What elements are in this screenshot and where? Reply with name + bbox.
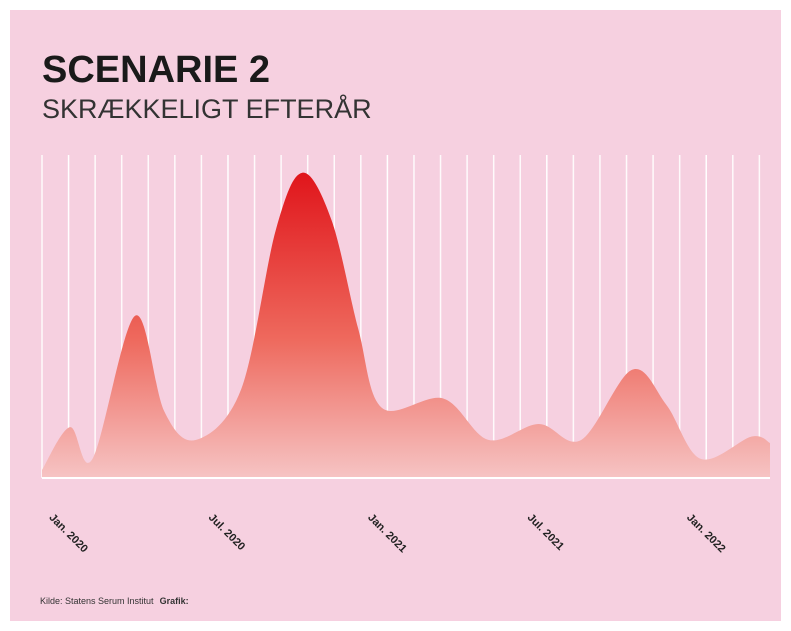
- source-text: Kilde: Statens Serum Institut: [40, 596, 154, 606]
- credit: Grafik:: [160, 596, 189, 606]
- source: Kilde: Statens Serum Institut Grafik:: [40, 596, 189, 606]
- chart-title: SCENARIE 2: [42, 49, 270, 91]
- chart-subtitle: SKRÆKKELIGT EFTERÅR: [42, 93, 372, 124]
- area: [42, 172, 770, 479]
